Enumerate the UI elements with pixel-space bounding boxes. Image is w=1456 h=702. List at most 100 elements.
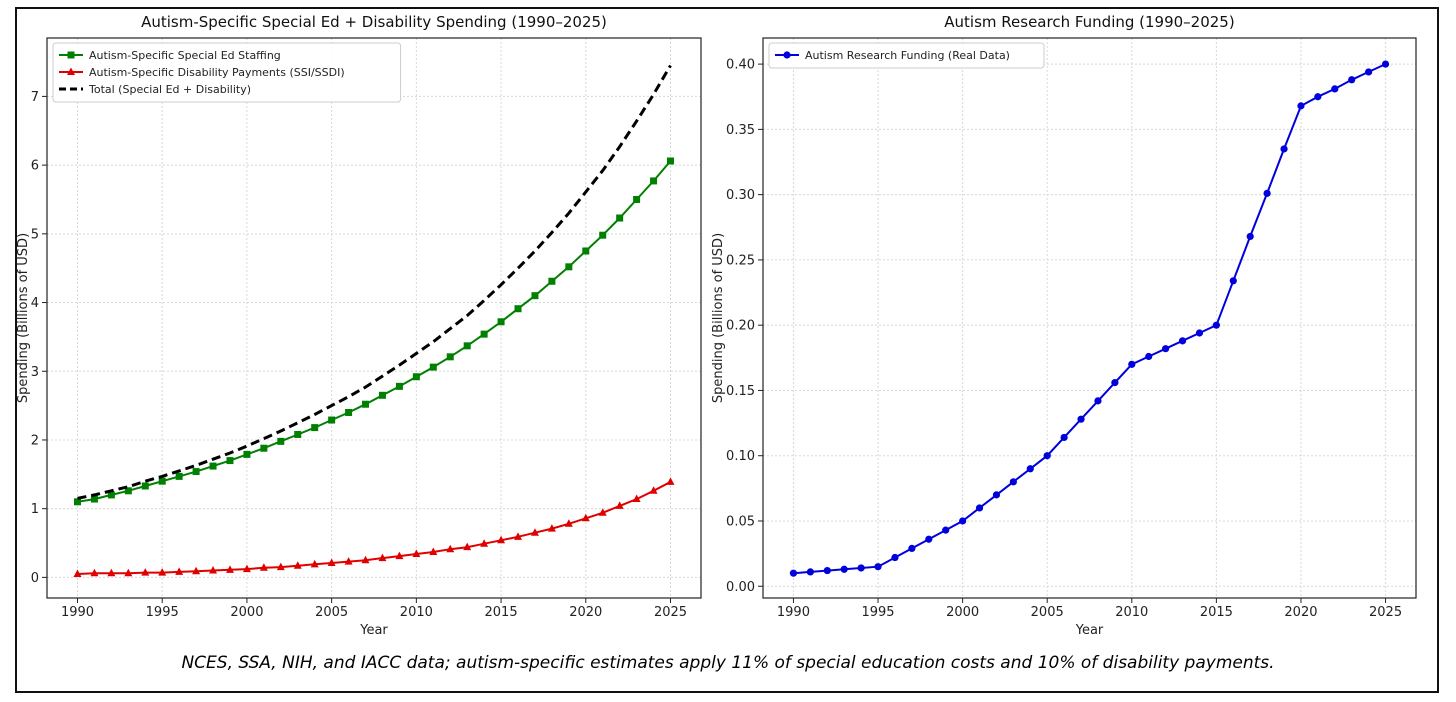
data-point	[992, 491, 1001, 499]
x-tick-label: 1995	[146, 605, 179, 620]
chart-title: Autism-Specific Special Ed + Disability …	[141, 13, 607, 31]
data-point	[395, 551, 404, 560]
data-point	[959, 517, 967, 525]
legend-box	[52, 42, 402, 103]
y-tick-label: 6	[31, 159, 39, 174]
x-tick-label: 2015	[485, 605, 518, 620]
data-point	[209, 566, 218, 574]
data-point	[632, 494, 641, 503]
x-tick-label: 2020	[569, 605, 602, 620]
data-point	[480, 330, 488, 338]
data-point	[1297, 102, 1305, 110]
x-tick-label: 2010	[400, 605, 433, 620]
x-tick-label: 2025	[1369, 605, 1402, 620]
data-point	[242, 564, 251, 573]
x-tick-label: 2000	[946, 605, 979, 620]
chart-2: 1990 1995 2000 2005 2010 2015 2020 2025 0.00 0.05…	[711, 13, 1417, 638]
x-tick-label: 2005	[1031, 605, 1064, 620]
legend-box	[768, 42, 1045, 69]
grid	[763, 38, 1416, 598]
data-point	[124, 487, 132, 495]
chart-title: Autism Research Funding (1990–2025)	[944, 13, 1234, 31]
legend: Autism Research Funding (Real Data)	[768, 42, 1045, 69]
data-point	[806, 568, 814, 576]
x-tick-label: 2015	[1200, 605, 1233, 620]
data-point	[412, 549, 421, 558]
data-point	[530, 528, 539, 536]
data-point	[1026, 465, 1034, 473]
series-line	[77, 481, 671, 575]
data-point	[344, 557, 353, 565]
data-point	[480, 539, 489, 547]
y-tick-label: 3	[31, 365, 39, 380]
legend-label: Total (Special Ed + Disability)	[88, 83, 251, 96]
data-point	[1162, 345, 1170, 353]
legend-label: Autism-Specific Special Ed Staffing	[89, 49, 281, 62]
legend-label: Autism-Specific Disability Payments (SSI…	[89, 66, 345, 79]
y-tick-label: 0.10	[726, 449, 755, 464]
data-point	[1314, 93, 1322, 101]
data-point	[158, 568, 167, 576]
y-tick-label: 0.05	[726, 514, 755, 529]
y-tick-label: 5	[31, 227, 39, 242]
data-point	[158, 477, 166, 485]
y-tick-label: 2	[31, 433, 39, 448]
data-point	[395, 382, 403, 390]
x-tick-label: 2005	[315, 605, 348, 620]
data-point	[175, 472, 183, 480]
data-point	[378, 391, 386, 399]
data-point	[1178, 337, 1187, 345]
x-tick-label: 1995	[861, 605, 894, 620]
series-line	[77, 64, 672, 500]
data-point	[1077, 415, 1085, 423]
data-point	[209, 462, 217, 470]
data-point	[857, 564, 865, 572]
data-point	[175, 567, 184, 575]
data-point	[90, 495, 98, 503]
y-tick-label: 4	[31, 296, 39, 311]
data-point	[345, 408, 353, 416]
data-point	[616, 214, 624, 222]
data-point	[666, 477, 675, 485]
data-point	[412, 373, 420, 381]
data-point	[141, 568, 150, 576]
y-tick-label: 1	[31, 502, 39, 517]
data-point	[1280, 145, 1288, 153]
data-point	[310, 559, 319, 568]
data-point	[891, 553, 899, 562]
data-point	[463, 342, 471, 350]
data-point	[90, 568, 99, 577]
data-point	[225, 565, 234, 573]
plot-frame	[46, 37, 702, 599]
data-point	[276, 562, 285, 571]
y-tick-label: 0.30	[726, 188, 755, 203]
data-point	[362, 400, 370, 408]
data-point	[1212, 321, 1220, 329]
data-point	[107, 568, 116, 577]
legend: Autism-Specific Special Ed Staffing Autis…	[52, 42, 402, 103]
data-point	[615, 501, 624, 509]
data-point	[564, 519, 573, 527]
data-point	[226, 457, 234, 465]
x-tick-label: 2025	[654, 605, 687, 620]
data-point	[259, 563, 268, 571]
plot-frame	[762, 37, 1417, 599]
data-point	[1128, 360, 1136, 368]
x-tick-label: 1990	[61, 605, 94, 620]
figure-frame	[15, 7, 1439, 693]
legend-marker	[783, 51, 791, 59]
data-point	[667, 157, 675, 165]
data-point	[1381, 60, 1390, 68]
x-tick-label: 2020	[1284, 605, 1317, 620]
data-point	[514, 305, 522, 313]
data-point	[1111, 379, 1119, 387]
data-point	[1246, 232, 1254, 241]
data-point	[243, 450, 251, 458]
data-point	[378, 553, 387, 562]
data-point	[141, 482, 149, 490]
data-point	[582, 247, 590, 255]
data-point	[908, 544, 916, 552]
legend-label: Autism Research Funding (Real Data)	[805, 49, 1010, 62]
y-tick-label: 0.40	[726, 58, 755, 73]
y-tick-label: 0.00	[726, 580, 755, 595]
